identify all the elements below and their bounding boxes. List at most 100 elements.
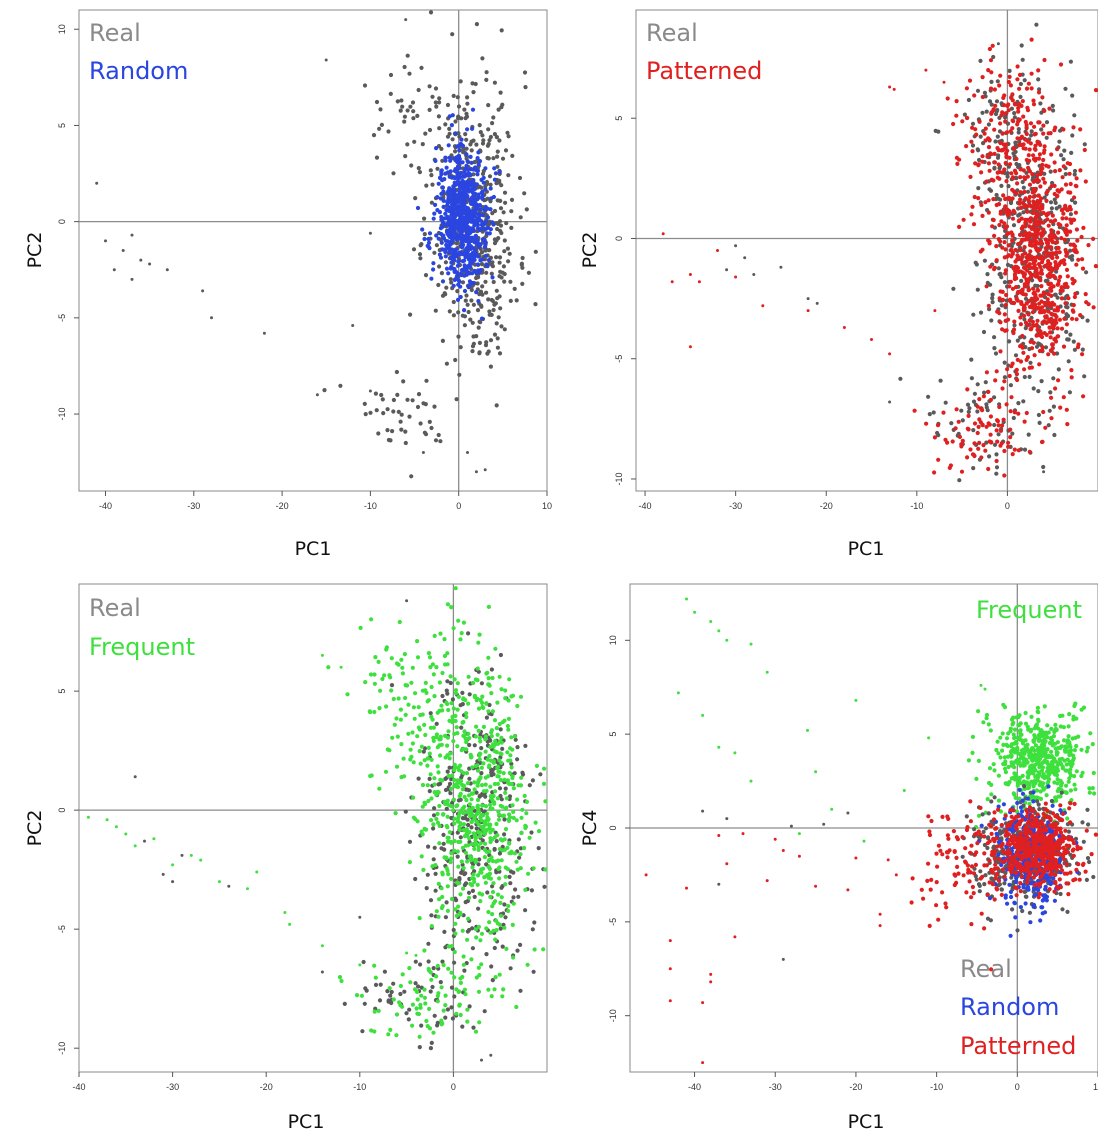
- panel-4-frequent-point: [749, 779, 753, 783]
- panel-2-patterned-point: [1008, 427, 1013, 432]
- panel-2-patterned-point: [977, 417, 982, 422]
- panel-2-patterned-point: [1010, 286, 1016, 291]
- panel-3-frequent-point: [457, 794, 462, 799]
- panel-1-random-point: [441, 204, 446, 209]
- panel-3-frequent-point: [504, 946, 509, 952]
- panel-2-patterned-point: [1018, 359, 1024, 364]
- panel-2-patterned-point: [1056, 278, 1061, 283]
- panel-2-patterned-point: [991, 178, 996, 183]
- panel-2-patterned-point: [1003, 247, 1008, 252]
- panel-3-frequent-point: [475, 797, 481, 803]
- panel-4-frequent-point: [1012, 727, 1018, 732]
- panel-1-real-point: [509, 197, 515, 202]
- panel-2-real-point: [1037, 87, 1042, 92]
- panel-2-patterned-point: [1075, 345, 1081, 350]
- panel-2-patterned-point: [1003, 209, 1008, 214]
- panel-1-real-point: [458, 345, 463, 350]
- panel-2-patterned-point: [1017, 232, 1023, 237]
- panel-2-real-point: [965, 402, 971, 407]
- panel-3-frequent-point: [496, 769, 501, 774]
- panel-1-random-point: [447, 242, 452, 248]
- panel-2-patterned-point: [1018, 167, 1023, 172]
- panel-1-real-point: [418, 421, 423, 426]
- panel-2-real-point: [936, 129, 941, 134]
- panel-3-real-point: [529, 888, 535, 893]
- panel-1-random-point: [450, 247, 455, 252]
- panel-3-frequent-point: [415, 734, 420, 739]
- panel-3-real-point: [499, 797, 504, 802]
- panel-2-patterned-point: [1042, 148, 1047, 153]
- panel-4-frequent-point: [1017, 759, 1022, 764]
- panel-3-frequent-point: [512, 851, 518, 856]
- panel-1-real-point: [492, 241, 498, 246]
- panel-1-random-point: [460, 259, 465, 264]
- panel-1-random-point: [476, 299, 481, 304]
- panel-1-random-point: [465, 216, 470, 222]
- panel-2-patterned-point: [1033, 143, 1038, 148]
- panel-1-real-point: [492, 132, 497, 137]
- panel-3-frequent-point: [388, 1027, 393, 1032]
- panel-2-patterned-point: [1027, 194, 1032, 199]
- panel-3-frequent-point: [372, 709, 377, 715]
- panel-3-frequent-point: [452, 821, 457, 826]
- panel-3-frequent-point: [481, 789, 486, 794]
- panel-2-real-point: [999, 275, 1004, 280]
- panel-1-real-point: [494, 135, 499, 140]
- panel-3-frequent-point: [457, 824, 462, 829]
- panel-1-random-point: [450, 251, 456, 256]
- panel-3-frequent-point: [507, 812, 512, 817]
- panel-3-frequent-point: [401, 756, 406, 761]
- panel-1-random-point: [463, 166, 468, 171]
- panel-2-real-point: [978, 58, 983, 64]
- panel-4-frequent-point: [1046, 779, 1051, 784]
- panel-1-real-point: [487, 309, 492, 314]
- panel-2-real-point: [972, 391, 978, 396]
- panel-3-frequent-point: [543, 799, 548, 804]
- panel-1-random-point: [456, 259, 461, 264]
- panel-3-frequent-point: [373, 975, 378, 980]
- panel-2-patterned-point: [1031, 194, 1036, 199]
- panel-3-frequent-point: [380, 676, 385, 682]
- panel-2-patterned-point: [988, 151, 993, 157]
- panel-3-frequent-point: [465, 937, 470, 942]
- panel-4-frequent-point: [685, 597, 688, 601]
- panel-3-real-point: [438, 980, 443, 985]
- panel-3-frequent-point: [417, 749, 422, 754]
- panel-2-patterned-point: [1081, 225, 1086, 230]
- panel-4-frequent-point: [797, 832, 801, 836]
- panel-2-real-point: [1002, 280, 1008, 285]
- panel-1-real-point: [495, 154, 500, 159]
- panel-3-frequent-point: [418, 761, 423, 766]
- panel-3-real-point: [416, 984, 421, 989]
- panel-2-real-point: [995, 155, 1001, 160]
- panel-2-patterned-point: [995, 309, 1000, 314]
- panel-2-patterned-point: [1007, 373, 1012, 379]
- panel-3-frequent-point: [479, 931, 485, 936]
- panel-3-frequent-point: [398, 707, 403, 712]
- panel-2-real-point: [969, 357, 974, 362]
- panel-3-frequent-point: [520, 807, 525, 812]
- panel-2-patterned-point: [1014, 156, 1019, 162]
- panel-2-patterned-point: [1021, 270, 1026, 276]
- panel-3-frequent-point: [432, 694, 437, 699]
- panel-3-frequent-point: [423, 1001, 428, 1006]
- panel-3-real-point: [498, 926, 503, 931]
- panel-2-patterned-point: [892, 87, 896, 91]
- panel-1-random-point: [469, 167, 474, 172]
- panel-2-patterned-point: [1021, 265, 1027, 270]
- panel-1-random-point: [472, 186, 478, 191]
- panel-3-frequent-point: [452, 731, 457, 737]
- panel-3-frequent-point: [483, 880, 488, 885]
- panel-3-frequent-point: [477, 735, 482, 741]
- panel-2-patterned-point: [1058, 62, 1064, 67]
- panel-3-frequent-point: [373, 655, 378, 660]
- panel-2-patterned-point: [1059, 296, 1064, 301]
- panel-3-frequent-point: [511, 901, 516, 906]
- panel-4-frequent-point: [1079, 747, 1084, 752]
- panel-2-real-point: [1011, 415, 1016, 421]
- panel-4-frequent-point: [1017, 775, 1023, 780]
- panel-1-real-point: [400, 104, 405, 109]
- panel-3-frequent-point: [412, 716, 417, 721]
- panel-3-frequent-point: [372, 1009, 377, 1014]
- panel-1-real-point: [497, 219, 503, 224]
